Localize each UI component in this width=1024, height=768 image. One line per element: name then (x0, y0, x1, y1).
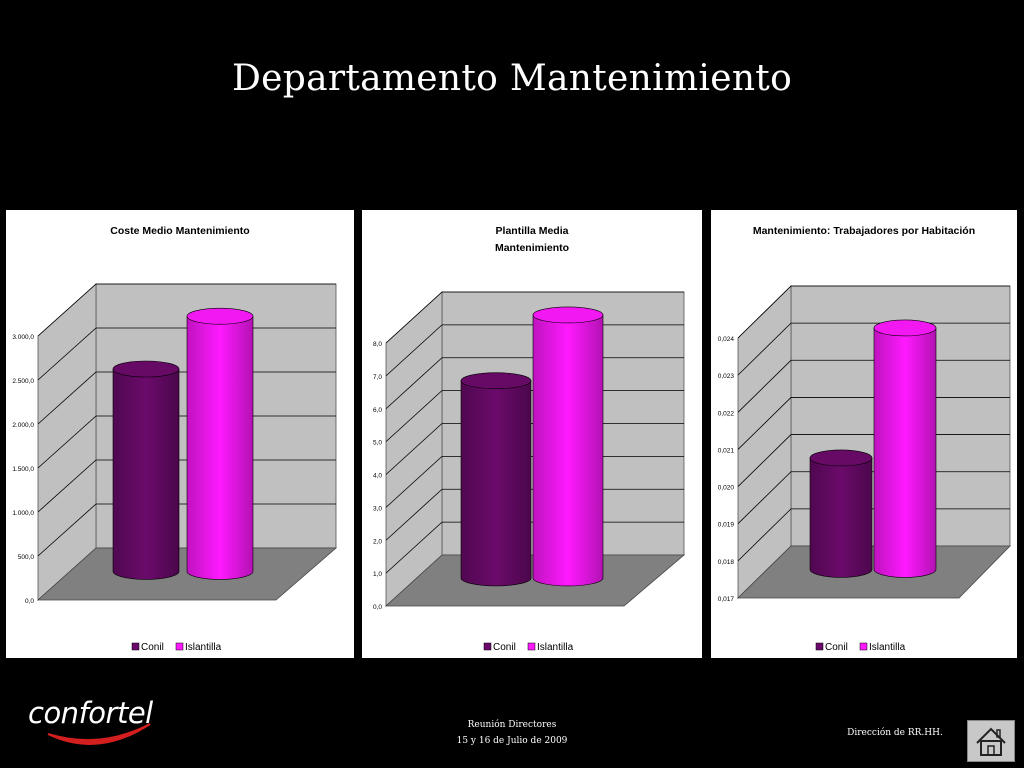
bar-top-islantilla (186, 307, 254, 325)
y-tick-label: 0,0 (25, 598, 34, 605)
legend-label-conil: Conil (141, 642, 164, 653)
y-tick-label: 0,021 (718, 447, 735, 454)
legend-swatch-islantilla (175, 642, 184, 651)
y-tick-label: 3.000,0 (12, 334, 34, 341)
y-tick-label: 2.000,0 (12, 422, 34, 429)
chart-panel-coste: Coste Medio Mantenimiento 0,0 500,0 1.000,0… (6, 210, 354, 658)
chart-plantilla-media: Plantilla Media Mantenimiento 0,0 1,0 2,0 3,0… (373, 225, 686, 653)
gridline (385, 291, 684, 344)
legend-label-islantilla: Islantilla (869, 642, 906, 653)
chart-panel-trabajadores: Mantenimiento: Trabajadores por Habitaci… (711, 210, 1017, 658)
gridline (37, 415, 336, 469)
bar-top-conil (460, 372, 532, 389)
y-tick-label: 0,0 (373, 604, 382, 611)
chart-coste-medio: Coste Medio Mantenimiento 0,0 500,0 1.000,0… (12, 225, 338, 653)
bar-top-conil (809, 449, 873, 467)
gridline (737, 322, 1010, 376)
y-tick-label: 0,023 (718, 373, 735, 380)
footer-meeting: Reunión Directores (467, 720, 557, 730)
logo-text: confortel (28, 696, 153, 730)
legend-swatch-conil (483, 642, 492, 651)
gridline (385, 455, 684, 508)
chart-floor (737, 545, 1011, 599)
home-icon (976, 727, 1006, 756)
legend-swatch-conil (131, 642, 140, 651)
y-tick-label: 0,020 (718, 485, 735, 492)
chart-title: Plantilla Media (496, 225, 569, 237)
slide-title: Departamento Mantenimiento (231, 58, 793, 99)
chart-panel-plantilla: Plantilla Media Mantenimiento 0,0 1,0 2,0 3,0… (362, 210, 702, 658)
y-tick-label: 0,024 (718, 336, 735, 343)
bar-conil (112, 368, 180, 580)
y-tick-label: 0,017 (718, 596, 735, 603)
y-tick-label: 1.500,0 (12, 466, 34, 473)
bar-islantilla (873, 327, 937, 578)
y-tick-label: 0,018 (718, 559, 735, 566)
chart-title: Coste Medio Mantenimiento (110, 225, 249, 237)
y-tick-label: 5,0 (373, 440, 382, 447)
chart-title: Mantenimiento (495, 242, 569, 254)
y-tick-label: 1.000,0 (12, 510, 34, 517)
legend-label-conil: Conil (825, 642, 848, 653)
y-tick-label: 6,0 (373, 407, 382, 414)
gridline (37, 327, 336, 381)
gridline (385, 324, 684, 377)
footer-department: Dirección de RR.HH. (847, 728, 943, 738)
bar-islantilla (186, 315, 254, 580)
gridline (737, 359, 1010, 413)
gridline (737, 397, 1010, 450)
legend-label-islantilla: Islantilla (185, 642, 222, 653)
y-tick-label: 0,019 (718, 522, 735, 529)
gridline (385, 521, 684, 574)
gridline (737, 471, 1010, 524)
y-tick-label: 8,0 (373, 341, 382, 348)
y-tick-label: 3,0 (373, 505, 382, 512)
gridline (37, 371, 336, 425)
bar-conil (809, 457, 873, 578)
y-tick-label: 0,022 (718, 410, 735, 417)
gridline (385, 357, 684, 410)
y-tick-label: 7,0 (373, 374, 382, 381)
logo-swoosh (47, 723, 151, 745)
gridline (37, 283, 336, 337)
legend-swatch-islantilla (527, 642, 536, 651)
gridline (737, 285, 1010, 339)
gridline (737, 508, 1010, 562)
bar-conil (460, 380, 532, 587)
bar-top-islantilla (532, 306, 604, 324)
confortel-logo: confortel (28, 696, 158, 756)
y-tick-label: 4,0 (373, 473, 382, 480)
gridline (37, 503, 336, 557)
legend-label-conil: Conil (493, 642, 516, 653)
legend-label-islantilla: Islantilla (537, 642, 574, 653)
home-button[interactable] (967, 720, 1015, 762)
y-tick-label: 2.500,0 (12, 378, 34, 385)
chart-trabajadores-habitacion: Mantenimiento: Trabajadores por Habitaci… (718, 225, 1011, 653)
y-tick-label: 500,0 (18, 554, 35, 561)
gridline (37, 459, 336, 513)
bar-islantilla (532, 314, 604, 587)
legend-swatch-islantilla (859, 642, 868, 651)
bar-top-conil (112, 360, 180, 378)
gridline (385, 390, 684, 442)
footer-date: 15 y 16 de Julio de 2009 (456, 736, 568, 746)
chart-title: Mantenimiento: Trabajadores por Habitaci… (753, 225, 975, 237)
gridline (385, 488, 684, 541)
gridline (385, 423, 684, 475)
gridline (737, 434, 1010, 487)
y-tick-label: 2,0 (373, 538, 382, 545)
y-tick-label: 1,0 (373, 571, 382, 578)
bar-top-islantilla (873, 319, 937, 337)
chart-floor (36, 547, 338, 601)
legend-swatch-conil (815, 642, 824, 651)
